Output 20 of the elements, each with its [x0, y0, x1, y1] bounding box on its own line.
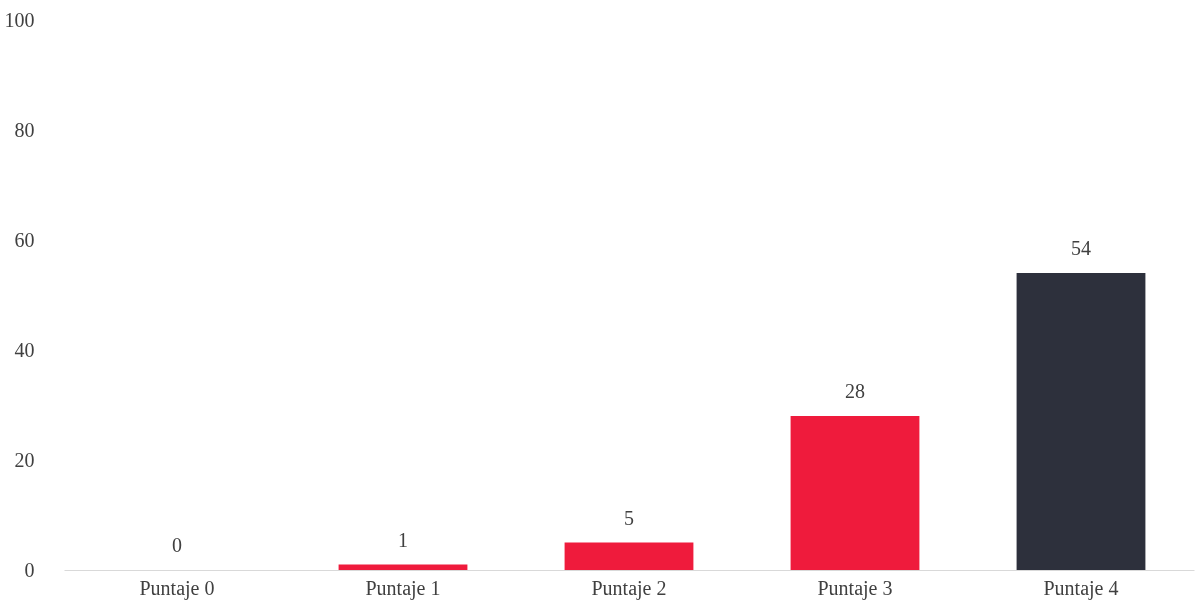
data-label: 0 — [172, 534, 182, 556]
y-tick-label: 60 — [14, 228, 35, 251]
data-label: 54 — [1071, 237, 1091, 259]
y-tick-label: 20 — [14, 448, 35, 471]
y-tick-label: 80 — [14, 118, 35, 141]
x-tick-label: Puntaje 1 — [365, 576, 441, 600]
x-tick-label: Puntaje 0 — [139, 576, 215, 600]
y-tick-label: 0 — [24, 558, 35, 581]
x-tick-label: Puntaje 2 — [591, 576, 667, 600]
bar — [564, 542, 694, 570]
data-label: 28 — [845, 380, 865, 402]
x-tick-label: Puntaje 4 — [1043, 576, 1119, 600]
bar — [338, 564, 468, 570]
data-label: 1 — [398, 528, 408, 551]
bar — [790, 416, 920, 570]
data-label: 5 — [624, 506, 634, 529]
y-tick-label: 40 — [14, 338, 35, 361]
bar — [1016, 273, 1146, 570]
y-tick-label: 100 — [4, 8, 35, 31]
x-tick-label: Puntaje 3 — [817, 576, 893, 600]
